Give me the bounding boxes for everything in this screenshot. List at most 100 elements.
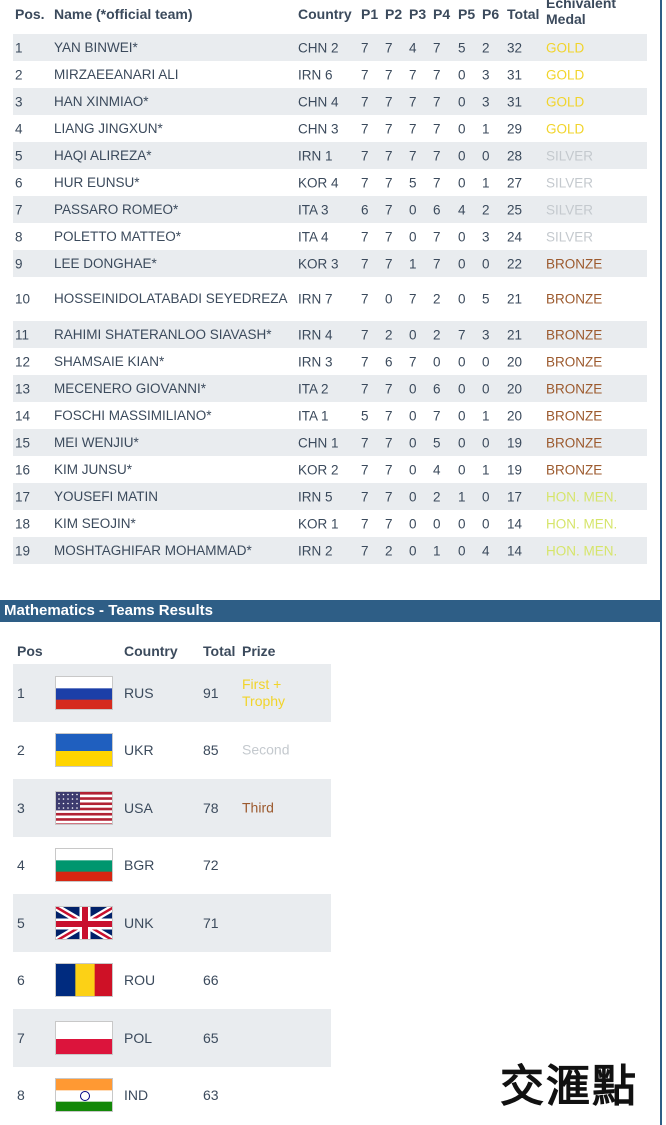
team-pos: 1: [17, 684, 25, 701]
header-p2: P2: [385, 6, 403, 22]
cell-pos: 7: [15, 202, 23, 217]
cell-p6: 4: [482, 543, 490, 558]
cell-p4: 7: [433, 94, 441, 109]
flag-romania-icon: [55, 963, 113, 998]
cell-country: CHN 4: [298, 94, 339, 109]
cell-p2: 7: [385, 489, 393, 504]
table-row: 16 KIM JUNSU* KOR 2 7 7 0 4 0 1 19 BRONZE: [13, 456, 647, 483]
cell-p2: 2: [385, 327, 393, 342]
cell-p5: 0: [458, 462, 466, 477]
cell-pos: 8: [15, 229, 23, 244]
cell-name: LIANG JINGXUN*: [54, 120, 163, 136]
cell-p4: 7: [433, 67, 441, 82]
flag-ukraine-icon: [55, 733, 113, 768]
cell-p1: 7: [361, 435, 369, 450]
cell-name: KIM SEOJIN*: [54, 515, 136, 531]
cell-pos: 6: [15, 175, 23, 190]
cell-p3: 0: [409, 489, 417, 504]
cell-p4: 2: [433, 327, 441, 342]
cell-country: KOR 4: [298, 175, 339, 190]
cell-p5: 0: [458, 148, 466, 163]
team-total: 71: [203, 914, 219, 931]
cell-pos: 18: [15, 516, 31, 531]
teams-header-total: Total: [203, 643, 236, 659]
cell-name: MEI WENJIU*: [54, 434, 139, 450]
cell-p6: 3: [482, 67, 490, 82]
cell-name: RAHIMI SHATERANLOO SIAVASH*: [54, 326, 272, 342]
team-country: BGR: [124, 857, 155, 874]
cell-total: 17: [507, 489, 523, 504]
cell-total: 31: [507, 67, 523, 82]
cell-country: IRN 2: [298, 543, 333, 558]
cell-p6: 3: [482, 327, 490, 342]
cell-country: IRN 1: [298, 148, 333, 163]
cell-country: ITA 2: [298, 381, 329, 396]
cell-p1: 7: [361, 291, 369, 307]
cell-medal: GOLD: [546, 67, 585, 82]
cell-p5: 0: [458, 121, 466, 136]
team-country: UNK: [124, 914, 154, 931]
team-country: POL: [124, 1029, 153, 1046]
cell-name: MIRZAEEANARI ALI: [54, 66, 179, 82]
table-row: 8 POLETTO MATTEO* ITA 4 7 7 0 7 0 3 24 SILVER: [13, 223, 647, 250]
team-pos: 8: [17, 1087, 25, 1104]
cell-p2: 7: [385, 40, 393, 55]
team-total: 72: [203, 857, 219, 874]
cell-p5: 0: [458, 229, 466, 244]
cell-medal: GOLD: [546, 121, 585, 136]
cell-p2: 6: [385, 354, 393, 369]
cell-p1: 7: [361, 489, 369, 504]
teams-section-title-bar: Mathematics - Teams Results: [0, 600, 662, 622]
team-pos: 4: [17, 857, 25, 874]
cell-pos: 5: [15, 148, 23, 163]
team-prize: First + Trophy: [242, 675, 286, 709]
cell-country: KOR 2: [298, 462, 339, 477]
cell-country: ITA 4: [298, 229, 329, 244]
cell-p5: 0: [458, 516, 466, 531]
cell-medal: HON. MEN.: [546, 543, 618, 558]
cell-medal: BRONZE: [546, 291, 603, 307]
cell-p1: 7: [361, 462, 369, 477]
cell-p4: 0: [433, 516, 441, 531]
team-country: UKR: [124, 742, 154, 759]
cell-medal: BRONZE: [546, 408, 603, 423]
cell-p1: 7: [361, 229, 369, 244]
teams-table-body: 1 RUS 91 First + Trophy 2 UKR 85 Second 3 USA 78 Th…: [13, 664, 331, 1124]
cell-p3: 7: [409, 148, 417, 163]
team-total: 65: [203, 1029, 219, 1046]
team-pos: 5: [17, 914, 25, 931]
cell-total: 32: [507, 40, 523, 55]
cell-p5: 0: [458, 354, 466, 369]
cell-total: 21: [507, 327, 523, 342]
cell-p4: 7: [433, 175, 441, 190]
team-prize: Second: [242, 741, 290, 758]
cell-p6: 0: [482, 256, 490, 271]
cell-medal: BRONZE: [546, 381, 603, 396]
cell-p1: 7: [361, 543, 369, 558]
table-row: 5 HAQI ALIREZA* IRN 1 7 7 7 7 0 0 28 SILVER: [13, 142, 647, 169]
cell-p6: 0: [482, 489, 490, 504]
teams-header-prize: Prize: [242, 643, 276, 659]
individual-table-header: Pos. Name (*official team) Country P1 P2…: [13, 0, 647, 34]
cell-p2: 7: [385, 435, 393, 450]
cell-p3: 0: [409, 408, 417, 423]
cell-p5: 0: [458, 175, 466, 190]
cell-p5: 0: [458, 543, 466, 558]
cell-p4: 7: [433, 256, 441, 271]
cell-p4: 2: [433, 291, 441, 307]
cell-total: 22: [507, 256, 523, 271]
cell-p4: 7: [433, 408, 441, 423]
cell-medal: BRONZE: [546, 462, 603, 477]
cell-pos: 16: [15, 462, 31, 477]
cell-p4: 6: [433, 381, 441, 396]
cell-pos: 17: [15, 489, 31, 504]
header-p4: P4: [433, 6, 451, 22]
cell-p4: 4: [433, 462, 441, 477]
cell-p5: 0: [458, 94, 466, 109]
team-total: 63: [203, 1087, 219, 1104]
cell-p3: 4: [409, 40, 417, 55]
cell-total: 20: [507, 354, 523, 369]
cell-medal: BRONZE: [546, 256, 603, 271]
cell-p2: 2: [385, 543, 393, 558]
